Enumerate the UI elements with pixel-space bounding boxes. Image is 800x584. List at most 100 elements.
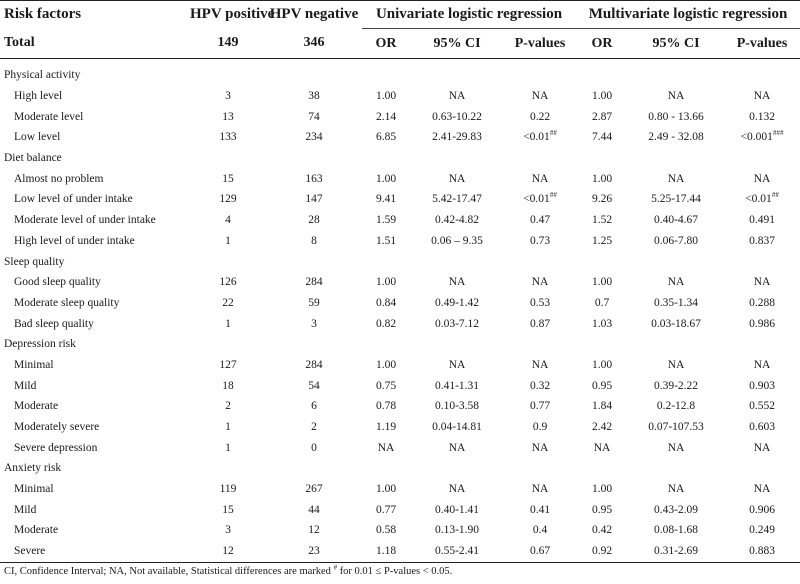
cell-uni-p-text: 0.73 (529, 234, 551, 247)
risk-factor-table: Risk factors HPV positive HPV negative U… (0, 0, 800, 563)
cell-multi-or: 1.52 (576, 210, 628, 231)
cell-uni-p-text: <0.01 (523, 193, 550, 206)
cell-hpv-negative: 38 (266, 86, 362, 107)
cell-multi-ci-text: 0.80 - 13.66 (648, 110, 704, 123)
cell-uni-ci-text: NA (448, 483, 466, 496)
cell-multi-or-text: 1.03 (591, 317, 613, 330)
table-row: Severe 12 23 1.18 0.55-2.41 0.67 0.92 0.31-2.69… (0, 540, 800, 563)
cell-multi-or-text: 1.52 (591, 214, 613, 227)
cell-multi-p-text: 0.249 (749, 524, 775, 537)
cell-hpv-negative: 6 (266, 396, 362, 417)
cell-hpv-negative-text: 12 (308, 524, 320, 537)
cell-uni-ci: 0.63-10.22 (410, 106, 504, 127)
cell-hpv-positive-text: 119 (219, 483, 237, 496)
cell-hpv-negative-text: 54 (308, 379, 320, 392)
cell-multi-or-text: 1.25 (591, 234, 613, 247)
cell-uni-p-text: 0.47 (529, 214, 551, 227)
cell-multi-ci-text: NA (667, 276, 685, 289)
cell-multi-or: 7.44 (576, 127, 628, 148)
cell-uni-ci: NA (410, 86, 504, 107)
cell-multi-p: NA (724, 355, 800, 376)
cell-uni-p-text: 0.87 (529, 317, 551, 330)
cell-hpv-positive-text: 12 (222, 545, 234, 558)
cell-multi-p: NA (724, 272, 800, 293)
row-label: Bad sleep quality (0, 313, 190, 334)
cell-multi-p-text: 0.986 (749, 317, 775, 330)
cell-multi-p-text: 0.903 (749, 379, 775, 392)
cell-hpv-positive: 1 (190, 231, 266, 252)
cell-uni-or: 1.00 (362, 168, 410, 189)
cell-uni-p: NA (504, 86, 576, 107)
section-title: Anxiety risk (4, 462, 62, 475)
cell-uni-or: 0.78 (362, 396, 410, 417)
cell-multi-ci: 0.08-1.68 (628, 520, 724, 541)
cell-uni-ci: 5.42-17.47 (410, 189, 504, 210)
cell-uni-or: NA (362, 437, 410, 458)
cell-uni-ci-text: 0.42-4.82 (434, 214, 480, 227)
cell-multi-or: 0.42 (576, 520, 628, 541)
row-label: Moderate level of under intake (0, 210, 190, 231)
cell-uni-p-significance-mark: ## (549, 129, 557, 138)
cell-uni-or-text: 1.59 (375, 214, 397, 227)
cell-uni-ci-text: 0.10-3.58 (434, 400, 480, 413)
header-uni-or: OR (362, 28, 410, 59)
row-label-text: Severe (14, 545, 46, 558)
cell-multi-ci-text: 0.31-2.69 (653, 545, 699, 558)
cell-uni-or-text: 0.77 (375, 503, 397, 516)
row-label: Severe (0, 540, 190, 563)
row-label: Mild (0, 499, 190, 520)
cell-hpv-positive-text: 22 (222, 296, 234, 309)
cell-uni-ci-text: NA (448, 172, 466, 185)
cell-uni-p: 0.41 (504, 499, 576, 520)
cell-multi-ci: NA (628, 86, 724, 107)
cell-multi-or-text: 1.00 (591, 90, 613, 103)
cell-multi-or-text: 0.95 (591, 379, 613, 392)
cell-multi-or: 1.25 (576, 231, 628, 252)
cell-multi-p-text: 0.491 (749, 214, 775, 227)
footnote: CI, Confidence Interval; NA, Not availab… (4, 564, 453, 577)
cell-hpv-positive-text: 15 (222, 172, 234, 185)
cell-uni-p-text: NA (531, 358, 549, 371)
cell-hpv-negative-text: 234 (305, 131, 323, 144)
cell-uni-p: 0.67 (504, 540, 576, 563)
cell-multi-or: 1.00 (576, 479, 628, 500)
table-row: Minimal 127 284 1.00 NA NA 1.00 NA NA (0, 355, 800, 376)
footnote-after: for 0.01 ≤ P-values < 0.05. (337, 566, 453, 577)
cell-multi-p-significance-mark: ## (771, 191, 779, 200)
cell-uni-ci: 0.10-3.58 (410, 396, 504, 417)
cell-uni-ci-text: NA (448, 90, 466, 103)
cell-hpv-negative-text: 163 (305, 172, 323, 185)
row-label: Minimal (0, 479, 190, 500)
cell-multi-p-text: NA (753, 90, 771, 103)
cell-hpv-negative-text: 3 (311, 317, 317, 330)
cell-uni-or-text: 0.75 (375, 379, 397, 392)
cell-uni-p-text: NA (531, 276, 549, 289)
cell-multi-ci-text: NA (667, 90, 685, 103)
cell-multi-p-significance-mark: ### (772, 129, 784, 138)
cell-uni-p-text: 0.22 (529, 110, 551, 123)
cell-multi-p-text: 0.132 (749, 110, 775, 123)
cell-uni-ci: 0.49-1.42 (410, 293, 504, 314)
row-label: Severe depression (0, 437, 190, 458)
row-label-text: Mild (14, 379, 37, 392)
row-label-text: High level (14, 90, 63, 103)
cell-multi-or: 2.87 (576, 106, 628, 127)
header-hpv-negative: HPV negative (266, 0, 362, 29)
cell-multi-ci: 2.49 - 32.08 (628, 127, 724, 148)
cell-multi-or-text: 0.42 (591, 524, 613, 537)
table-row: Moderately severe 1 2 1.19 0.04-14.81 0.9 2.42… (0, 417, 800, 438)
cell-multi-or-text: NA (593, 441, 611, 454)
row-label-text: Minimal (14, 358, 54, 371)
cell-uni-ci-text: 0.41-1.31 (434, 379, 480, 392)
cell-hpv-positive-text: 129 (219, 193, 237, 206)
row-label: Moderate sleep quality (0, 293, 190, 314)
cell-multi-p-text: 0.552 (749, 400, 775, 413)
cell-hpv-positive-text: 3 (225, 524, 231, 537)
cell-hpv-positive-text: 15 (222, 503, 234, 516)
cell-uni-ci: 0.40-1.41 (410, 499, 504, 520)
cell-hpv-negative-text: 74 (308, 110, 320, 123)
cell-hpv-negative-text: 267 (305, 483, 323, 496)
cell-multi-ci-text: 0.06-7.80 (653, 234, 699, 247)
cell-uni-ci-text: 0.06 – 9.35 (431, 234, 483, 247)
cell-hpv-positive: 1 (190, 417, 266, 438)
